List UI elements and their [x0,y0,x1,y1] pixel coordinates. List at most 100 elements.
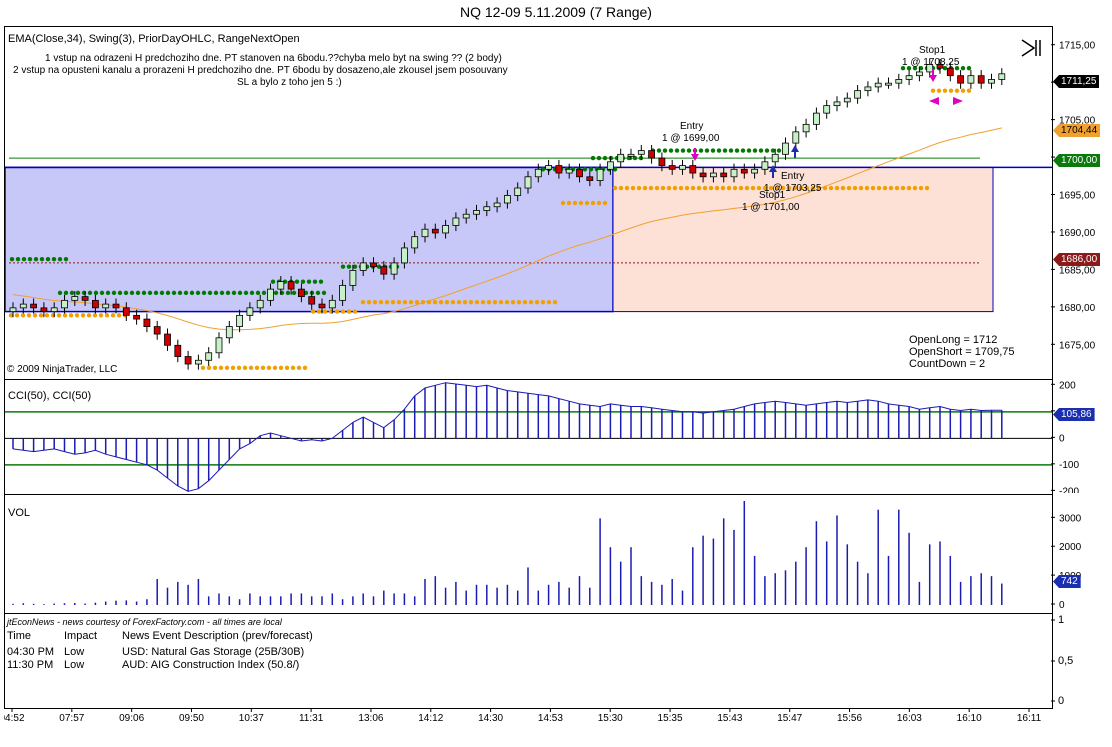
swing-low-dot [828,185,834,191]
swing-high-dot [710,148,716,153]
news-header-impact: Impact [64,630,98,642]
swing-low-dot [384,300,390,305]
swing-low-dot [918,185,924,191]
price-axis-label: 1705,00 [1059,116,1096,127]
swing-low-dot [450,300,456,305]
candle-down [740,168,748,174]
candle-down [164,333,171,346]
news-row-2-desc[interactable]: AUD: AIG Construction Index (50.8/) [122,659,300,671]
candle-up [524,176,532,189]
swing-low-dot [584,200,590,206]
news-axis-05: 0,5 [1058,655,1074,667]
swing-high-dot [596,155,602,161]
swing-low-dot [426,300,432,305]
swing-low-dot [224,365,230,370]
news-header-time: Time [7,630,32,642]
swing-high-dot [147,290,153,296]
candle-up [751,168,758,174]
swing-low-dot [948,88,954,93]
swing-low-dot [560,200,566,206]
candle-down [977,75,985,84]
time-axis-label: 09:50 [179,713,204,724]
time-axis-label: 10:37 [239,713,264,724]
cci-axis-label: 200 [1059,380,1076,391]
price-axis-label: 1715,00 [1059,41,1096,52]
candle-up [534,168,542,178]
swing-low-dot [954,88,960,93]
swing-low-dot [612,185,618,191]
candle-up [874,82,882,88]
swing-high-dot [285,290,291,296]
price-panel[interactable]: EMA(Close,34), Swing(3), PriorDayOHLC, R… [4,26,1053,380]
price-axis-label: 1685,00 [1059,265,1096,276]
candle-up [452,217,460,226]
candle-down [936,64,944,69]
news-row-1-desc[interactable]: USD: Natural Gas Storage (25B/30B) [122,646,305,658]
candle-down [112,303,120,309]
candle-up [483,206,491,211]
swing-low-dot [516,300,522,305]
swing-high-dot [704,148,710,153]
candle-down [946,67,954,77]
swing-high-dot [183,290,189,296]
news-row-2-impact: Low [64,659,85,671]
swing-low-dot [666,185,672,191]
news-panel[interactable]: jtEconNews - news courtesy of ForexFacto… [4,613,1053,709]
swing-high-dot [734,148,740,153]
swing-low-dot [876,185,882,191]
swing-high-dot [9,256,15,262]
candle-up [895,79,903,84]
swing-high-dot [300,279,306,284]
candle-up [833,101,841,107]
swing-low-dot [792,185,798,191]
last-price-tag: 1711,25 [1053,75,1100,88]
swing-low-dot [200,365,206,370]
candle-up [359,262,367,271]
swing-low-dot [566,200,572,206]
candle-up [339,284,347,301]
candle-up [256,299,264,309]
swing-low-dot [624,185,630,191]
swing-low-dot [432,300,438,305]
chart-scale-toggle-icon[interactable] [1021,39,1043,57]
candle-up [864,86,872,92]
swing-high-dot [608,155,614,161]
candle-up [246,307,254,316]
swing-low-dot [340,309,346,314]
swing-high-dot [318,279,324,284]
candle-down [586,176,594,181]
note-line-1: 1 vstup na odrazeni H predchoziho dne. P… [45,53,502,64]
cci-panel[interactable]: CCI(50), CCI(50) [4,379,1053,495]
candle-up [442,225,450,234]
swing-low-dot [456,300,462,305]
swing-low-dot [266,365,272,370]
swing-high-dot [201,290,207,296]
swing-high-dot [27,256,33,262]
swing-low-dot [206,365,212,370]
swing-low-dot [372,300,378,305]
time-axis-label: 09:06 [119,713,144,724]
swing-high-dot [626,155,632,161]
swing-high-dot [63,256,69,262]
swing-low-dot [810,185,816,191]
swing-low-dot [346,309,352,314]
candle-down [431,228,439,234]
stop1b-price: 1 @ 1708,25 [902,57,960,68]
swing-low-dot [80,313,86,318]
swing-low-dot [732,185,738,191]
time-axis-label: 14:53 [538,713,563,724]
swing-high-dot [270,279,276,284]
time-axis-label: 14:30 [478,713,503,724]
swing-high-dot [662,148,668,153]
news-axis-0: 0 [1058,695,1065,707]
entry2-arrow [769,165,777,172]
volume-panel[interactable]: VOL [4,494,1053,614]
swing-low-dot [960,88,966,93]
open-short: OpenShort = 1709,75 [909,346,1015,358]
stop1b-label: Stop1 [919,45,946,56]
chart-title: NQ 12-09 5.11.2009 (7 Range) [460,4,652,20]
swing-high-dot [105,290,111,296]
swing-high-dot [680,148,686,153]
candle-up [967,75,975,84]
swing-high-dot [294,279,300,284]
